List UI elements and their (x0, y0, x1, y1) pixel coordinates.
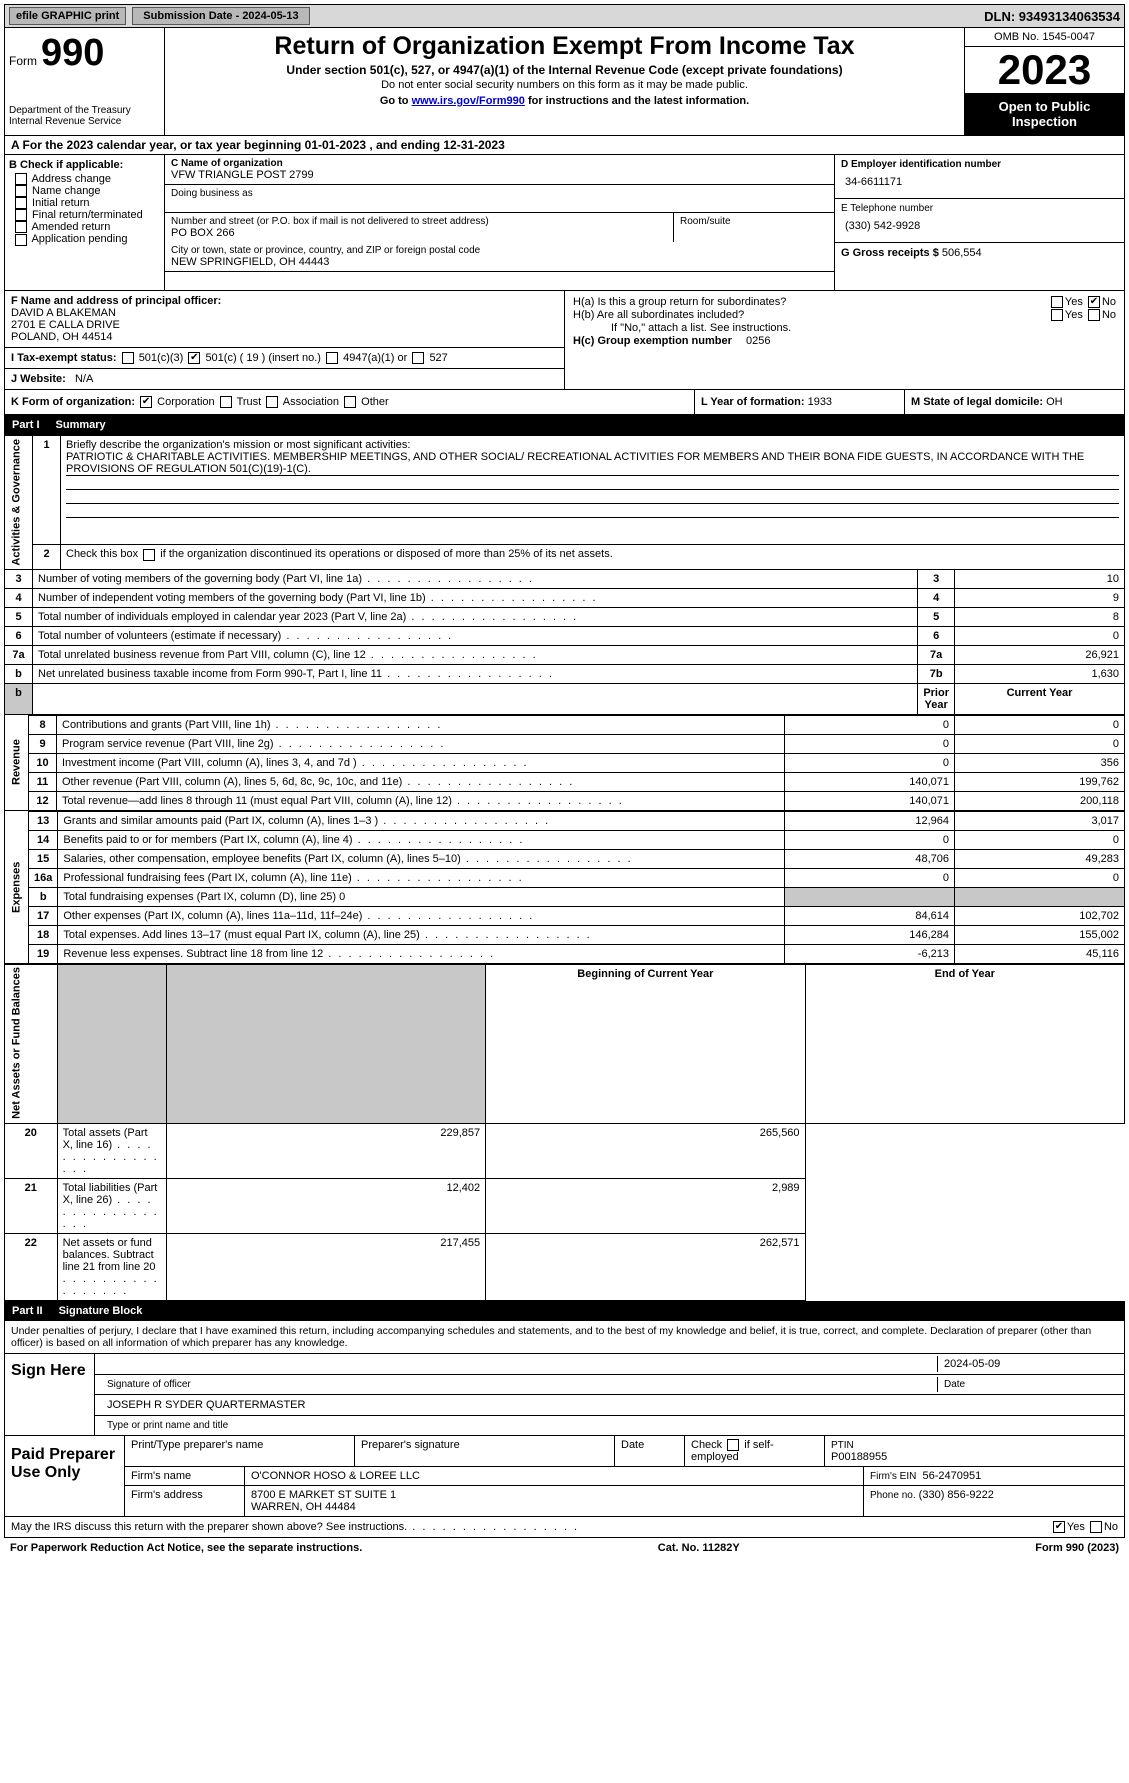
phone: (330) 542-9928 (841, 214, 1118, 238)
sig-date: 2024-05-09 (938, 1356, 1118, 1372)
suite-label: Room/suite (674, 213, 834, 242)
box-h: H(a) Is this a group return for subordin… (565, 291, 1124, 389)
ptin: P00188955 (831, 1451, 887, 1463)
firm-addr1: 8700 E MARKET ST SUITE 1 (251, 1489, 396, 1501)
box-d-e-g: D Employer identification number 34-6611… (834, 155, 1124, 290)
form-title: Return of Organization Exempt From Incom… (173, 32, 956, 61)
self-employed-checkbox[interactable] (727, 1439, 739, 1451)
efile-print-button[interactable]: efile GRAPHIC print (9, 7, 126, 25)
mission-text: PATRIOTIC & CHARITABLE ACTIVITIES. MEMBE… (66, 451, 1119, 476)
part-2-header: Part IISignature Block (4, 1301, 1125, 1321)
year-formation: 1933 (808, 396, 832, 408)
box-c: C Name of organization VFW TRIANGLE POST… (165, 155, 834, 290)
discuss-no[interactable] (1090, 1521, 1102, 1533)
open-inspection: Open to Public Inspection (965, 93, 1124, 135)
ha-no[interactable]: ✔ (1088, 296, 1100, 308)
firm-name: O'CONNOR HOSO & LOREE LLC (245, 1467, 864, 1485)
assoc-checkbox[interactable] (266, 396, 278, 408)
box-f: F Name and address of principal officer:… (5, 291, 564, 348)
501c3-checkbox[interactable] (122, 352, 134, 364)
form-subtitle-3: Go to www.irs.gov/Form990 for instructio… (173, 95, 956, 107)
signature-block: Under penalties of perjury, I declare th… (4, 1321, 1125, 1436)
city-label: City or town, state or province, country… (171, 245, 828, 256)
sign-here-label: Sign Here (5, 1354, 95, 1435)
form-subtitle-1: Under section 501(c), 527, or 4947(a)(1)… (173, 63, 956, 77)
form-subtitle-2: Do not enter social security numbers on … (173, 79, 956, 91)
firm-addr2: WARREN, OH 44484 (251, 1501, 356, 1513)
box-b-option[interactable]: Address change (9, 173, 160, 185)
ein: 34-6611171 (841, 170, 1118, 194)
officer-street: 2701 E CALLA DRIVE (11, 319, 558, 331)
group-exemption: 0256 (746, 335, 770, 347)
box-b-option[interactable]: Application pending (9, 233, 160, 245)
dba-label: Doing business as (171, 188, 828, 199)
website-value: N/A (75, 373, 93, 385)
hb-yes[interactable] (1051, 309, 1063, 321)
ein-label: D Employer identification number (841, 159, 1118, 170)
officer-title: JOSEPH R SYDER QUARTERMASTER (101, 1397, 1118, 1413)
form-header: Form 990 Department of the Treasury Inte… (4, 28, 1125, 136)
side-netassets: Net Assets or Fund Balances (5, 964, 58, 1123)
trust-checkbox[interactable] (220, 396, 232, 408)
discuss-row: May the IRS discuss this return with the… (4, 1517, 1125, 1538)
other-checkbox[interactable] (344, 396, 356, 408)
line-a: A For the 2023 calendar year, or tax yea… (4, 136, 1125, 155)
footer: For Paperwork Reduction Act Notice, see … (4, 1538, 1125, 1558)
officer-name: DAVID A BLAKEMAN (11, 307, 558, 319)
discuss-yes[interactable]: ✔ (1053, 1521, 1065, 1533)
box-b-option[interactable]: Name change (9, 185, 160, 197)
irs-link[interactable]: www.irs.gov/Form990 (412, 95, 525, 107)
gross-receipts-label: G Gross receipts $ (841, 247, 939, 259)
box-b: B Check if applicable: Address change Na… (5, 155, 165, 290)
box-j: J Website: N/A (5, 369, 564, 389)
4947-checkbox[interactable] (326, 352, 338, 364)
submission-date: Submission Date - 2024-05-13 (132, 7, 309, 25)
prep-phone: (330) 856-9222 (919, 1489, 994, 1501)
org-name-label: C Name of organization (171, 158, 828, 169)
gross-receipts: 506,554 (942, 247, 982, 259)
omb-number: OMB No. 1545-0047 (965, 28, 1124, 47)
box-b-option[interactable]: Final return/terminated (9, 209, 160, 221)
ha-yes[interactable] (1051, 296, 1063, 308)
box-k-l-m: K Form of organization: ✔ Corporation Tr… (4, 390, 1125, 415)
paid-preparer: Paid Preparer Use Only Print/Type prepar… (4, 1436, 1125, 1517)
box-b-option[interactable]: Amended return (9, 221, 160, 233)
dln: DLN: 93493134063534 (984, 9, 1120, 24)
topbar: efile GRAPHIC print Submission Date - 20… (4, 4, 1125, 28)
domicile-state: OH (1046, 396, 1063, 408)
corp-checkbox[interactable]: ✔ (140, 396, 152, 408)
officer-csz: POLAND, OH 44514 (11, 331, 558, 343)
form-number: 990 (41, 32, 104, 75)
org-name: VFW TRIANGLE POST 2799 (171, 169, 828, 181)
l2-checkbox[interactable] (143, 549, 155, 561)
addr-label: Number and street (or P.O. box if mail i… (171, 216, 667, 227)
address: PO BOX 266 (171, 227, 667, 239)
527-checkbox[interactable] (412, 352, 424, 364)
box-b-option[interactable]: Initial return (9, 197, 160, 209)
hb-no[interactable] (1088, 309, 1100, 321)
declaration: Under penalties of perjury, I declare th… (5, 1321, 1124, 1353)
box-b-header: B Check if applicable: (9, 159, 160, 171)
tax-year: 2023 (965, 47, 1124, 93)
firm-ein: 56-2470951 (922, 1470, 981, 1482)
501c-checkbox[interactable]: ✔ (188, 352, 200, 364)
summary-table: Activities & Governance 1 Briefly descri… (4, 435, 1125, 715)
city-state-zip: NEW SPRINGFIELD, OH 44443 (171, 256, 828, 268)
phone-label: E Telephone number (841, 203, 1118, 214)
box-i: I Tax-exempt status: 501(c)(3) ✔ 501(c) … (5, 348, 564, 369)
form-word: Form (9, 54, 37, 68)
part-1-header: Part I Summary (4, 415, 1125, 435)
dept-treasury: Department of the Treasury Internal Reve… (9, 105, 160, 127)
side-activities: Activities & Governance (5, 436, 33, 570)
